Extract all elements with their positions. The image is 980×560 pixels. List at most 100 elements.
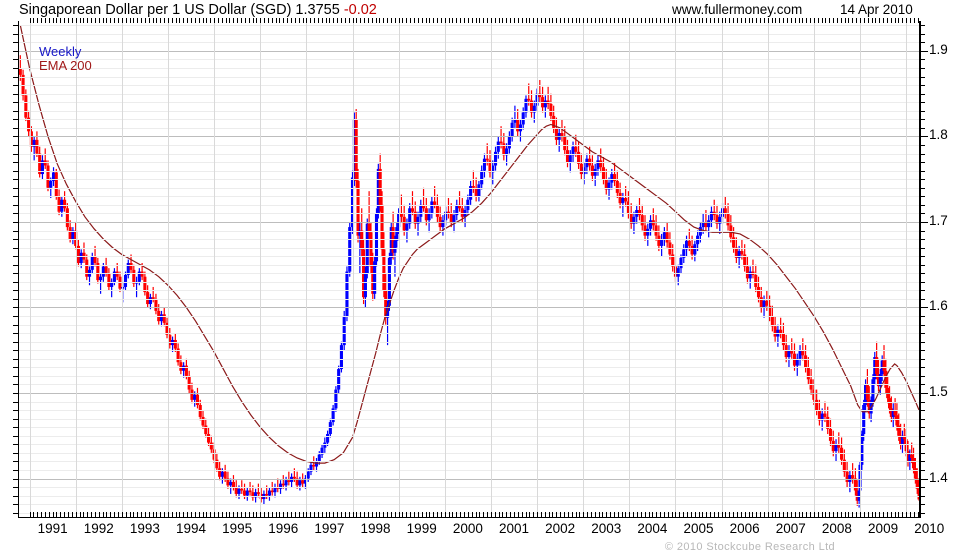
x-tick-top — [322, 18, 323, 23]
gridline-vertical-1996 — [260, 21, 261, 517]
x-tick — [510, 512, 511, 517]
x-tick-top — [156, 18, 157, 23]
x-axis-label: 2007 — [775, 521, 806, 536]
gridline-minor-h — [18, 504, 920, 505]
x-tick — [426, 512, 427, 517]
x-tick-top — [537, 18, 538, 23]
x-tick — [49, 512, 50, 517]
x-tick — [483, 512, 484, 517]
x-tick — [145, 512, 146, 517]
x-tick-top — [195, 18, 196, 23]
gridline-minor-h — [18, 188, 920, 189]
x-tick-top — [526, 18, 527, 23]
x-tick — [845, 512, 846, 517]
instrument-title: Singaporean Dollar per 1 US Dollar (SGD)… — [19, 2, 340, 18]
x-tick-top — [80, 18, 81, 23]
y-tick-left — [13, 479, 19, 480]
y-tick — [919, 513, 925, 514]
x-tick — [122, 512, 123, 517]
x-axis-label: 2003 — [591, 521, 622, 536]
x-tick — [729, 512, 730, 517]
x-tick-top — [848, 18, 849, 23]
y-tick — [919, 436, 925, 437]
x-tick — [691, 512, 692, 517]
axis-line-left — [18, 21, 19, 518]
x-tick-top — [618, 18, 619, 23]
website-label[interactable]: www.fullermoney.com — [672, 2, 803, 17]
gridline-vertical-1997 — [306, 21, 307, 517]
x-tick-top — [295, 18, 296, 23]
x-tick-top — [433, 18, 434, 23]
x-tick — [614, 512, 615, 517]
y-tick — [919, 196, 925, 197]
x-axis-label: 1997 — [314, 521, 345, 536]
x-tick — [149, 512, 150, 517]
y-tick — [919, 402, 925, 403]
x-tick-top — [699, 18, 700, 23]
y-tick — [919, 256, 925, 257]
x-tick — [668, 512, 669, 517]
y-tick-left — [13, 59, 19, 60]
x-tick-top — [852, 18, 853, 23]
x-axis-label: 2008 — [821, 521, 852, 536]
x-tick — [549, 512, 550, 517]
x-tick — [372, 512, 373, 517]
x-tick-top — [622, 18, 623, 23]
x-axis-label: 2002 — [545, 521, 576, 536]
y-tick-left — [13, 342, 19, 343]
x-tick-top — [303, 18, 304, 23]
y-tick-left — [13, 436, 19, 437]
chart-plot-area[interactable]: Weekly EMA 200 — [18, 21, 920, 517]
x-tick — [349, 512, 350, 517]
y-tick-left — [13, 393, 19, 394]
x-tick-top — [410, 18, 411, 23]
x-tick-top — [625, 18, 626, 23]
x-tick — [737, 512, 738, 517]
x-tick-top — [737, 18, 738, 23]
price-change: -0.02 — [343, 2, 377, 18]
y-tick-left — [13, 427, 19, 428]
y-tick-left — [13, 444, 19, 445]
y-tick — [919, 393, 928, 394]
y-tick-left — [13, 188, 19, 189]
y-tick-left — [13, 213, 19, 214]
x-tick-top — [645, 18, 646, 23]
y-tick — [919, 461, 925, 462]
x-tick-top — [141, 18, 142, 23]
y-tick-left — [13, 239, 19, 240]
x-tick — [460, 512, 461, 517]
x-tick-top — [502, 18, 503, 23]
x-axis-label: 1996 — [268, 521, 299, 536]
y-tick-left — [13, 248, 19, 249]
x-tick — [337, 512, 338, 517]
y-tick — [919, 51, 928, 52]
gridline-minor-h — [18, 85, 920, 86]
y-tick — [919, 325, 925, 326]
x-tick-top — [372, 18, 373, 23]
x-tick-top — [183, 18, 184, 23]
y-tick — [919, 188, 925, 189]
x-tick — [76, 512, 77, 517]
x-tick — [33, 512, 34, 517]
x-tick — [625, 512, 626, 517]
x-tick — [229, 512, 230, 517]
x-tick-top — [349, 18, 350, 23]
x-tick — [433, 512, 434, 517]
x-tick-top — [326, 18, 327, 23]
gridline-major-h — [18, 222, 920, 223]
x-tick — [868, 512, 869, 517]
x-axis-label: 1994 — [175, 521, 207, 536]
x-tick — [326, 512, 327, 517]
gridline-vertical-1993 — [122, 21, 123, 517]
x-tick-top — [791, 18, 792, 23]
x-tick — [153, 512, 154, 517]
y-tick — [919, 410, 925, 411]
gridline-minor-h — [18, 444, 920, 445]
x-tick — [91, 512, 92, 517]
x-tick — [133, 512, 134, 517]
x-tick-top — [64, 18, 65, 23]
x-tick-top — [668, 18, 669, 23]
x-tick-top — [495, 18, 496, 23]
x-tick — [852, 512, 853, 517]
x-tick — [733, 512, 734, 517]
